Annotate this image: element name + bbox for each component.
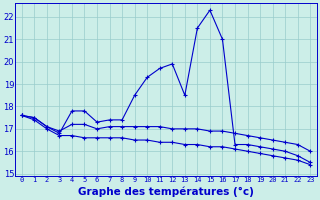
X-axis label: Graphe des températures (°c): Graphe des températures (°c) <box>78 186 254 197</box>
